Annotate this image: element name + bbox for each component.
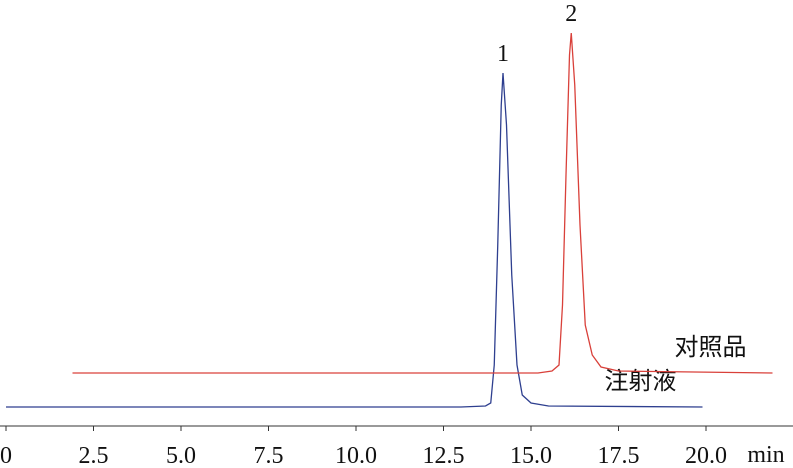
x-tick-label: 7.5: [254, 443, 284, 468]
x-tick-label: 2.5: [79, 443, 109, 468]
series-line: [72, 32, 773, 374]
series-label: 对照品: [675, 334, 747, 361]
x-tick-label: 12.5: [423, 443, 465, 468]
peak-label: 2: [565, 1, 577, 27]
peak-label: 1: [497, 41, 509, 67]
x-tick-label: 15.0: [510, 443, 552, 468]
x-tick-label: 17.5: [598, 443, 640, 468]
x-tick-label: 5.0: [166, 443, 196, 468]
x-tick-label: 0: [0, 443, 12, 468]
series-line: [6, 72, 703, 408]
x-tick-label: 10.0: [335, 443, 377, 468]
x-tick-label: 20.0: [685, 443, 727, 468]
x-axis-label: min: [747, 442, 784, 468]
series-label: 注射液: [605, 368, 677, 395]
